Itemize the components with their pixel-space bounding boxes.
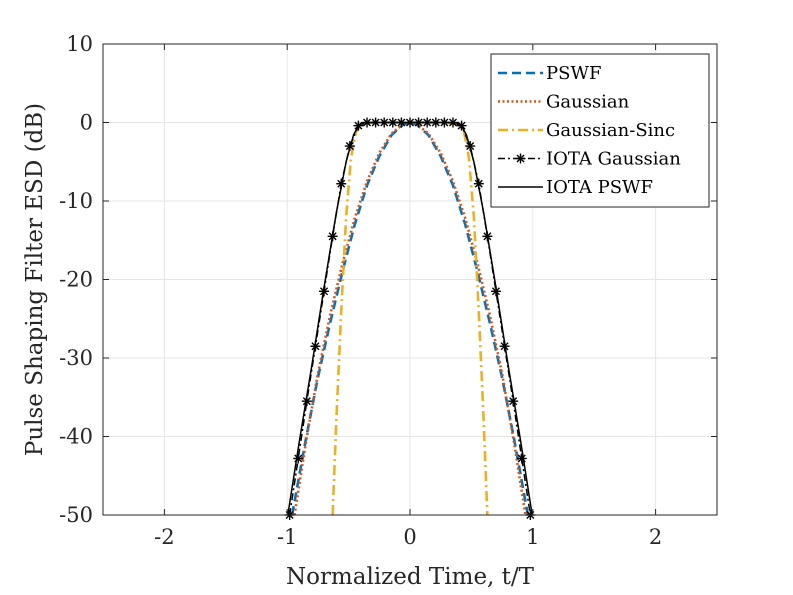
legend-entry-pswf: PSWF (498, 63, 601, 84)
y-tick-label: 0 (80, 111, 93, 135)
x-axis-label: Normalized Time, t/T (286, 564, 535, 590)
y-tick-label: -40 (59, 425, 93, 449)
legend-entry-gaussian: Gaussian (498, 92, 630, 113)
x-tick-label: 1 (526, 525, 539, 549)
legend-label: IOTA PSWF (546, 177, 653, 198)
y-tick-label: 10 (66, 32, 93, 56)
legend-entry-iota-gaussian: IOTA Gaussian (498, 149, 681, 170)
legend-label: PSWF (546, 63, 601, 84)
ticks (103, 43, 717, 516)
legend-entry-gaussian-sinc: Gaussian-Sinc (498, 120, 675, 141)
x-tick-label: 2 (649, 525, 662, 549)
series-point-iota-gaussian (293, 453, 304, 464)
series-line-iota-pswf (287, 121, 533, 516)
x-tick-label: -2 (154, 525, 174, 549)
x-tick-label: 0 (403, 525, 416, 549)
legend-entry-iota-pswf: IOTA PSWF (498, 177, 653, 198)
legend-label: Gaussian-Sinc (546, 120, 675, 141)
series-line-gaussian (293, 121, 527, 516)
y-tick-label: -20 (59, 268, 93, 292)
series-line-pswf (290, 121, 530, 516)
series-point-iota-gaussian (516, 453, 527, 464)
x-tick-label: -1 (277, 525, 297, 549)
legend-label: IOTA Gaussian (546, 149, 681, 170)
legend-marker (515, 153, 526, 164)
legend: PSWF Gaussian Gaussian-Sinc IOTA Gaussian IO… (490, 53, 710, 208)
y-tick-label: -30 (59, 346, 93, 370)
y-axis-label: Pulse Shaping Filter ESD (dB) (22, 103, 48, 456)
series-layer (284, 117, 536, 520)
legend-label: Gaussian (546, 92, 630, 113)
y-tick-label: -50 (59, 503, 93, 527)
legend-entries: PSWF Gaussian Gaussian-Sinc IOTA Gaussian IO… (498, 63, 681, 198)
y-tick-label: -10 (59, 189, 93, 213)
